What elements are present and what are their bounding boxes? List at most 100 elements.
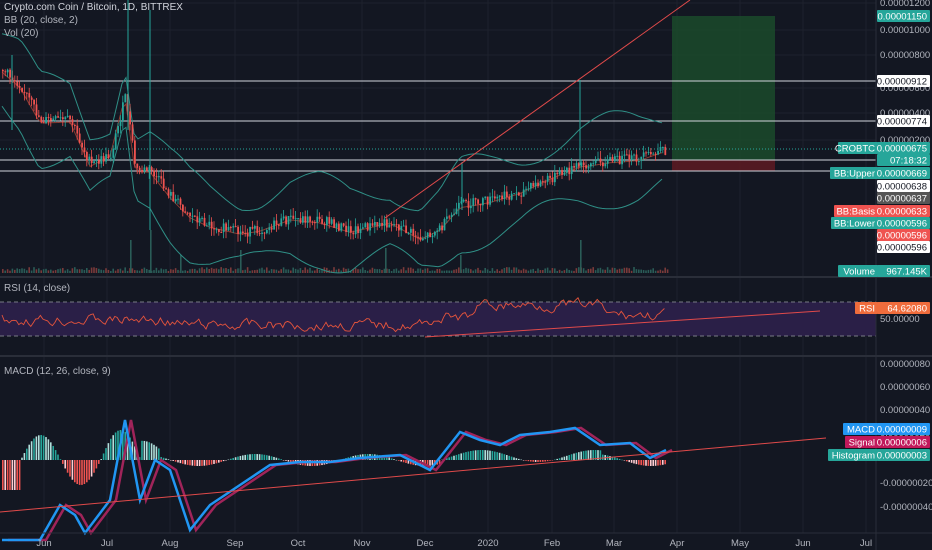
volume-bar xyxy=(642,270,645,273)
macd-histogram-bar xyxy=(64,460,66,469)
candle-body xyxy=(554,172,556,183)
volume-bar xyxy=(131,268,134,273)
macd-histogram-bar xyxy=(522,460,525,461)
volume-bar xyxy=(186,270,189,273)
volume-bar xyxy=(587,268,590,273)
volume-bar xyxy=(18,269,21,273)
macd-histogram-bar xyxy=(249,454,251,460)
macd-histogram-bar xyxy=(508,455,510,460)
volume-bar xyxy=(479,270,482,273)
volume-bar xyxy=(386,268,388,273)
volume-bar xyxy=(318,269,321,273)
volume-bar xyxy=(443,270,446,273)
volume-bar xyxy=(412,268,414,273)
candle-body xyxy=(290,215,292,217)
trendlines[interactable] xyxy=(384,0,691,219)
rsi-legend[interactable]: RSI (14, close) xyxy=(4,283,71,294)
volume-bar xyxy=(4,270,6,273)
volume-bar xyxy=(398,270,400,273)
macd-histogram-bar xyxy=(614,457,616,460)
candle-body xyxy=(414,235,417,237)
candle-body xyxy=(638,161,640,163)
tag-level-596-bg xyxy=(877,241,930,253)
candle-body xyxy=(273,220,275,230)
macd-histogram-bar xyxy=(270,456,273,460)
macd-legend[interactable]: MACD (12, 26, close, 9) xyxy=(4,366,111,377)
candle-body xyxy=(239,231,242,234)
macd-histogram-bar xyxy=(21,457,23,460)
stop-zone xyxy=(672,160,775,171)
tag-macd-value-bg xyxy=(877,423,930,435)
volume-bar xyxy=(100,269,102,273)
volume-bar xyxy=(633,267,635,273)
macd-tick-label: 0.00000060 xyxy=(880,382,930,393)
volume-bar xyxy=(196,270,198,273)
volume-bar xyxy=(69,270,71,273)
macd-histogram-bar xyxy=(594,450,597,460)
candle-body xyxy=(635,154,638,162)
volume-bar xyxy=(35,269,38,273)
long-position-zones[interactable] xyxy=(672,16,775,171)
volume-bar xyxy=(400,269,402,273)
macd-histogram-bar xyxy=(177,460,179,463)
price-candles xyxy=(2,0,667,245)
volume-bar xyxy=(290,270,292,273)
macd-histogram-bar xyxy=(462,452,465,460)
volume-bar xyxy=(275,269,278,273)
macd-histogram-bar xyxy=(407,460,410,464)
volume-bar xyxy=(556,270,558,273)
macd-histogram-bar xyxy=(628,460,630,463)
volume-bar xyxy=(208,269,210,273)
volume-bar xyxy=(112,268,114,273)
candle-body xyxy=(342,223,345,226)
volume-bar xyxy=(638,269,640,273)
macd-histogram-bar xyxy=(470,451,472,460)
time-axis[interactable]: Jun Jul Aug Sep Oct Nov Dec 2020 Feb Mar Apr May Jun… xyxy=(36,538,872,549)
macd-histogram-bar xyxy=(191,460,194,466)
macd-histogram-bar xyxy=(69,460,71,477)
vol-legend[interactable]: Vol (20) xyxy=(4,28,39,39)
candle-body xyxy=(621,155,623,165)
candle-body xyxy=(333,219,335,228)
rsi-band xyxy=(0,302,876,336)
macd-histogram-bar xyxy=(590,450,592,460)
macd-histogram-bar xyxy=(14,460,16,490)
candle-body xyxy=(309,216,311,222)
volume-bar xyxy=(563,270,566,273)
tag-stop: 0.00000596 xyxy=(877,231,927,242)
volume-bar xyxy=(472,270,474,273)
bb-legend[interactable]: BB (20, close, 2) xyxy=(4,15,78,26)
macd-histogram-bar xyxy=(441,459,443,460)
macd-line xyxy=(2,419,667,542)
candle-body xyxy=(448,216,451,218)
candle-body xyxy=(592,163,595,165)
volume-bar xyxy=(582,268,585,273)
candle-body xyxy=(26,92,28,94)
macd-histogram-bar xyxy=(134,446,136,460)
candle-body xyxy=(246,233,249,237)
candle-body xyxy=(62,117,64,120)
volume-bar xyxy=(311,270,314,273)
tag-volume: 967.145K xyxy=(886,267,927,278)
macd-histogram-bar xyxy=(146,441,148,460)
macd-histogram-bar xyxy=(530,460,532,462)
candle-body xyxy=(506,191,508,198)
volume-bar xyxy=(198,268,201,273)
candle-body xyxy=(268,227,271,231)
candle-body xyxy=(21,87,23,92)
candle-body xyxy=(191,215,194,217)
volume-bar xyxy=(114,270,117,273)
volume-bar xyxy=(9,270,11,273)
candle-body xyxy=(585,165,587,169)
macd-histogram-bar xyxy=(153,444,155,460)
macd-histogram-bar xyxy=(280,459,282,460)
macd-histogram-bar xyxy=(513,457,515,460)
volume-bar xyxy=(251,270,254,273)
macd-histogram-bar xyxy=(467,451,470,460)
candle-body xyxy=(338,223,340,231)
candle-body xyxy=(215,229,218,231)
volume-bar xyxy=(602,269,604,273)
volume-bar xyxy=(494,270,496,273)
macd-histogram-bar xyxy=(506,455,508,460)
